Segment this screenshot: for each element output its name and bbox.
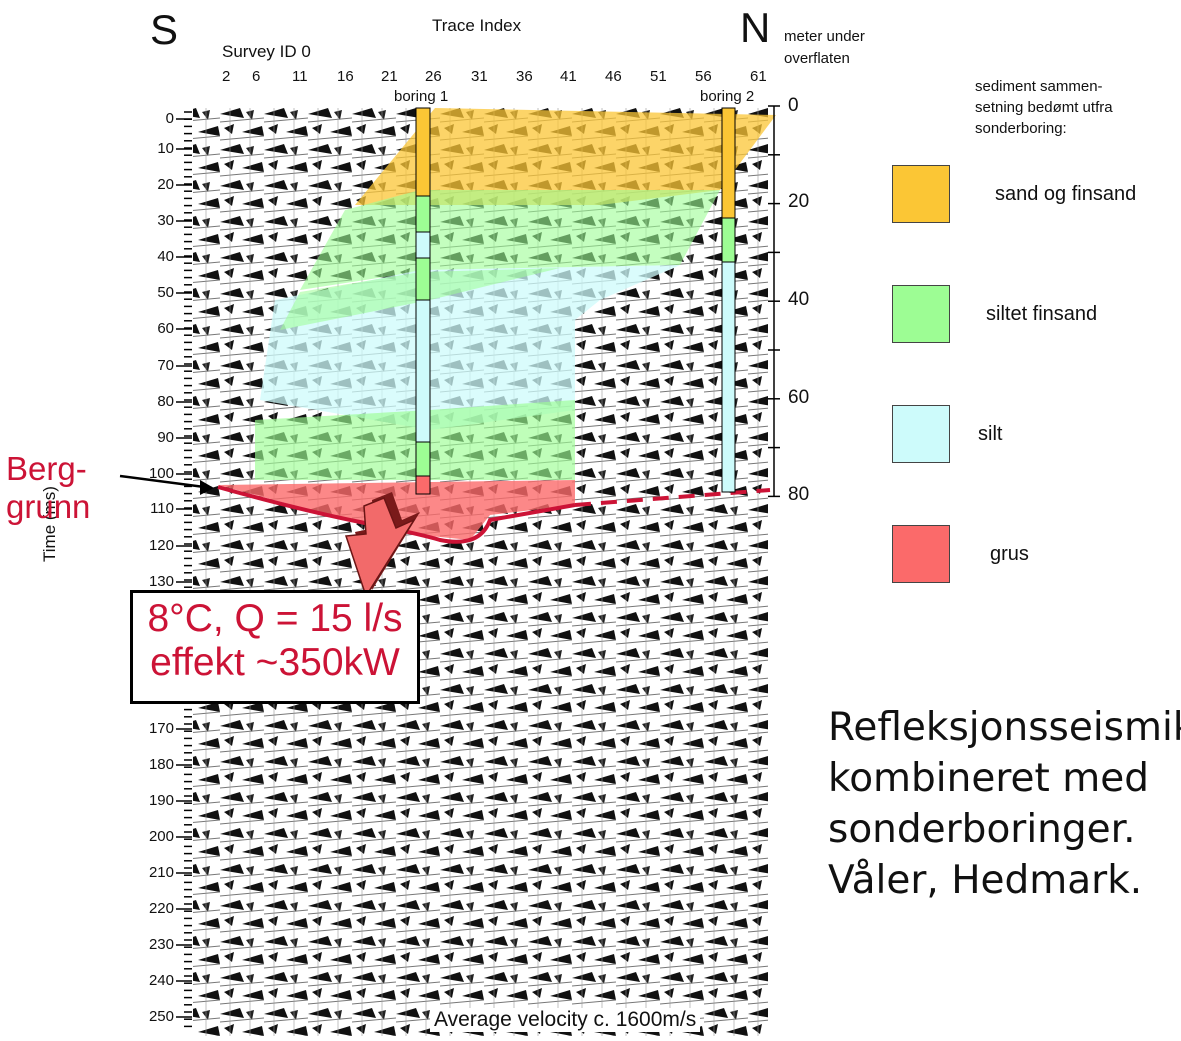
time-tick-label: 210 bbox=[148, 864, 174, 881]
time-tick-label: 30 bbox=[157, 212, 174, 229]
time-tick-label: 10 bbox=[157, 140, 174, 157]
time-tick-label: 70 bbox=[157, 357, 174, 374]
depth-axis-ticks bbox=[768, 105, 780, 498]
trace-tick-label: 31 bbox=[471, 68, 488, 85]
layer-silt-sand-upper bbox=[300, 190, 720, 290]
survey-label: Survey ID 0 bbox=[222, 42, 311, 61]
legend-label: siltet finsand bbox=[986, 303, 1098, 325]
trace-tick-label: 41 bbox=[560, 68, 577, 85]
time-tick-label: 100 bbox=[148, 465, 174, 482]
trace-tick-label: 6 bbox=[252, 68, 261, 85]
time-tick-label: 130 bbox=[148, 573, 174, 590]
time-tick-label: 120 bbox=[148, 537, 174, 554]
x-axis-title: Trace Index bbox=[432, 16, 522, 35]
legend-swatch bbox=[892, 165, 950, 223]
depth-axis-title: meter under overflaten bbox=[784, 28, 865, 67]
time-tick-label: 60 bbox=[157, 320, 174, 337]
trace-tick-label: 2 bbox=[222, 68, 231, 85]
time-tick-label: 190 bbox=[148, 792, 174, 809]
time-axis-ticks bbox=[176, 111, 192, 1028]
time-tick-label: 110 bbox=[150, 500, 174, 517]
legend-label: silt bbox=[978, 423, 1003, 445]
time-tick-label: 20 bbox=[157, 176, 174, 193]
time-tick-label: 170 bbox=[148, 720, 174, 737]
trace-tick-label: 61 bbox=[750, 68, 767, 85]
direction-south: S bbox=[150, 6, 179, 53]
borehole-1-label: boring 1 bbox=[394, 88, 449, 105]
trace-tick-label: 56 bbox=[695, 68, 712, 85]
time-tick-label: 220 bbox=[148, 900, 174, 917]
time-tick-label: 50 bbox=[157, 284, 174, 301]
figure-caption: Refleksjonsseismik kombineret med sonder… bbox=[828, 705, 1181, 903]
time-tick-label: 180 bbox=[148, 756, 174, 773]
borehole-2-label: boring 2 bbox=[700, 88, 755, 105]
heat-arrow bbox=[344, 492, 420, 598]
legend-swatch bbox=[892, 525, 950, 583]
callout-line-1: 8°C, Q = 15 l/s bbox=[147, 597, 403, 640]
trace-tick-label: 26 bbox=[425, 68, 442, 85]
legend-label: grus bbox=[990, 543, 1029, 565]
borehole-2-column bbox=[721, 107, 736, 493]
bedrock-pointer bbox=[119, 474, 213, 490]
time-tick-label: 90 bbox=[157, 429, 174, 446]
time-tick-label: 250 bbox=[148, 1008, 174, 1025]
time-tick-label: 40 bbox=[157, 248, 174, 265]
legend-heading: sediment sammen- setning bedømt utfra so… bbox=[975, 78, 1113, 137]
trace-tick-label: 21 bbox=[381, 68, 398, 85]
time-tick-label: 240 bbox=[148, 972, 174, 989]
trace-tick-label: 16 bbox=[337, 68, 354, 85]
callout-line-2: effekt ~350kW bbox=[150, 641, 400, 684]
time-tick-label: 80 bbox=[157, 393, 174, 410]
depth-tick-label: 60 bbox=[788, 387, 810, 408]
trace-tick-label: 11 bbox=[292, 68, 308, 85]
layer-silt-sand-lower bbox=[255, 400, 575, 480]
borehole-1-column bbox=[415, 107, 431, 495]
direction-north: N bbox=[740, 4, 771, 51]
velocity-note: Average velocity c. 1600m/s bbox=[430, 1008, 701, 1032]
trace-tick-label: 51 bbox=[650, 68, 667, 85]
bedrock-line-dashed bbox=[574, 488, 771, 507]
legend-swatch bbox=[892, 285, 950, 343]
trace-tick-label: 36 bbox=[516, 68, 533, 85]
depth-tick-label: 80 bbox=[788, 484, 810, 505]
time-tick-label: 0 bbox=[165, 110, 174, 127]
time-tick-label: 230 bbox=[148, 936, 174, 953]
legend-swatch bbox=[892, 405, 950, 463]
legend-label: sand og finsand bbox=[995, 183, 1137, 205]
layer-sand bbox=[355, 108, 776, 205]
temperature-flow-callout: 8°C, Q = 15 l/s effekt ~350kW bbox=[130, 590, 420, 704]
depth-tick-label: 20 bbox=[788, 191, 810, 212]
depth-tick-label: 40 bbox=[788, 289, 810, 310]
bedrock-label: Berg- grunn bbox=[6, 450, 91, 525]
depth-tick-label: 0 bbox=[788, 95, 799, 116]
trace-tick-label: 46 bbox=[605, 68, 622, 85]
time-tick-label: 200 bbox=[148, 828, 174, 845]
